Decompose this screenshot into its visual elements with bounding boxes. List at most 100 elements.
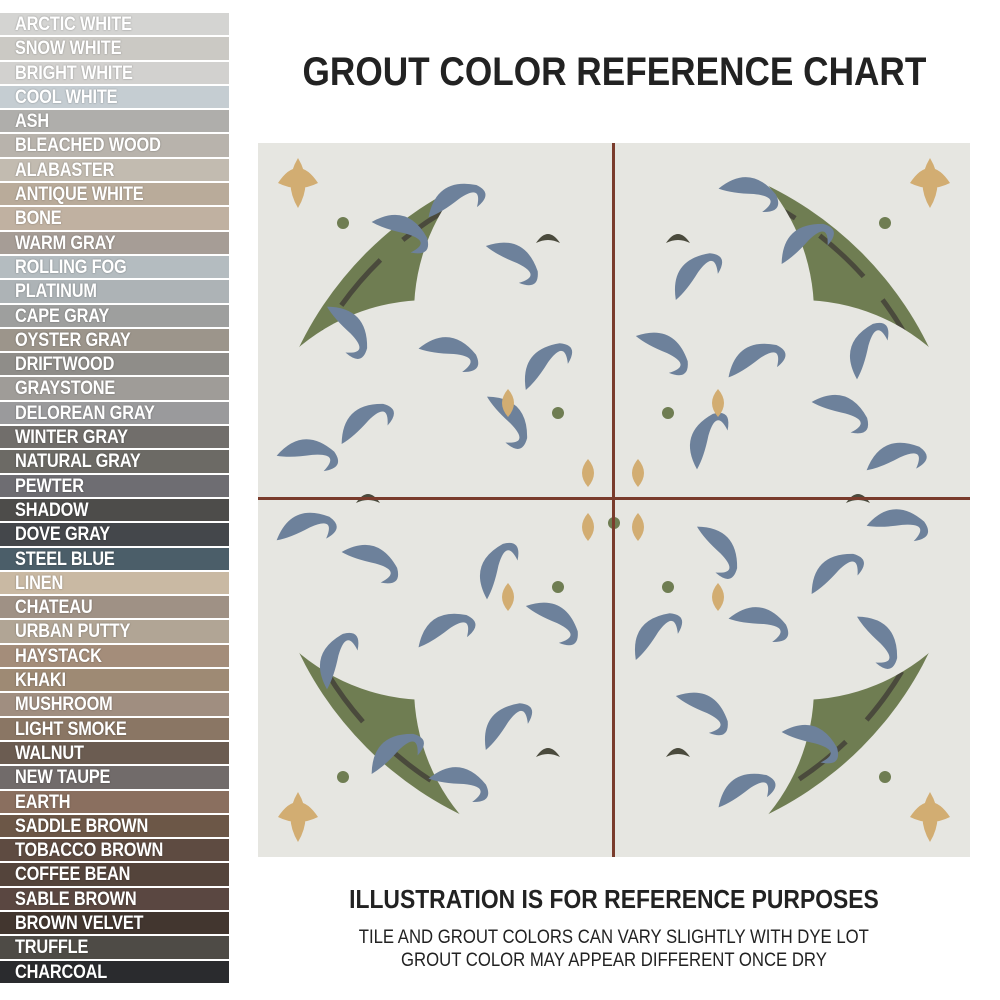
blue-leaf-motif: [728, 607, 789, 642]
swatch-label: DRIFTWOOD: [15, 354, 115, 376]
swatch-label: HAYSTACK: [15, 645, 102, 667]
blue-leaf-motif: [781, 223, 834, 264]
gold-corner-motif: [290, 158, 306, 208]
grout-swatch: CHATEAU: [0, 596, 229, 619]
swatch-label: ROLLING FOG: [15, 256, 127, 278]
grout-swatch: NATURAL GRAY: [0, 450, 229, 473]
blue-leaf-motif: [674, 253, 723, 300]
green-dot: [337, 217, 349, 229]
swatch-label: COFFEE BEAN: [15, 864, 131, 886]
swatch-label: CAPE GRAY: [15, 305, 110, 327]
gold-corner-motif: [290, 792, 306, 842]
swatch-label: WINTER GRAY: [15, 427, 128, 449]
swatch-label: MUSHROOM: [15, 694, 113, 716]
blue-leaf-motif: [857, 616, 898, 669]
dark-leaf-motif: [536, 234, 560, 243]
grout-swatch: ANTIQUE WHITE: [0, 183, 229, 206]
grout-swatch: CHARCOAL: [0, 960, 229, 983]
green-dot: [662, 581, 674, 593]
grout-swatch: COFFEE BEAN: [0, 863, 229, 886]
blue-leaf-motif: [418, 613, 476, 648]
blue-leaf-motif: [371, 214, 429, 254]
grout-swatch: GRAYSTONE: [0, 377, 229, 400]
gold-corner-motif: [922, 792, 938, 842]
green-dot: [662, 407, 674, 419]
swatch-label: CHARCOAL: [15, 961, 108, 983]
gold-fleur-motif: [502, 583, 514, 611]
swatch-label: EARTH: [15, 791, 71, 813]
blue-leaf-motif: [718, 773, 776, 808]
swatch-label: ARCTIC WHITE: [15, 14, 132, 35]
grout-swatch: BONE: [0, 207, 229, 230]
title-text: GROUT COLOR REFERENCE CHART: [302, 50, 926, 94]
grout-swatch-list: ARCTIC WHITE SNOW WHITE BRIGHT WHITE COOL W…: [0, 13, 229, 985]
blue-leaf-motif: [319, 632, 359, 690]
blue-leaf-motif: [485, 242, 538, 286]
swatch-label: NATURAL GRAY: [15, 451, 141, 473]
blue-leaf-motif: [327, 306, 368, 359]
swatch-label: PEWTER: [15, 475, 84, 497]
blue-leaf-motif: [675, 692, 728, 736]
blue-leaf-motif: [781, 724, 839, 764]
grout-swatch: WARM GRAY: [0, 231, 229, 254]
blue-leaf-motif: [811, 394, 869, 434]
blue-leaf-motif: [418, 337, 479, 372]
swatch-label: BONE: [15, 208, 62, 230]
gold-fleur-motif: [632, 459, 644, 487]
blue-leaf-motif: [479, 542, 519, 600]
swatch-label: TOBACCO BROWN: [15, 840, 164, 862]
dark-leaf-motif: [536, 748, 560, 757]
blue-leaf-motif: [635, 332, 688, 376]
swatch-label: ANTIQUE WHITE: [15, 184, 144, 206]
blue-leaf-motif: [276, 439, 339, 472]
swatch-label: SABLE BROWN: [15, 888, 137, 910]
grout-swatch: DRIFTWOOD: [0, 353, 229, 376]
gold-corner-motif: [922, 158, 938, 208]
blue-leaf-motif: [524, 343, 573, 390]
grout-swatch: PLATINUM: [0, 280, 229, 303]
swatch-label: WALNUT: [15, 742, 84, 764]
gold-fleur-motif: [582, 459, 594, 487]
swatch-label: DOVE GRAY: [15, 524, 111, 546]
blue-leaf-motif: [634, 613, 683, 660]
grout-swatch: ARCTIC WHITE: [0, 13, 229, 36]
dark-leaf-motif: [666, 234, 690, 243]
tile-illustration: [258, 143, 970, 857]
swatch-label: GRAYSTONE: [15, 378, 116, 400]
note-heading-text: ILLUSTRATION IS FOR REFERENCE PURPOSES: [349, 884, 879, 914]
grout-swatch: ALABASTER: [0, 158, 229, 182]
grout-swatch: ROLLING FOG: [0, 255, 229, 279]
grout-swatch: EARTH: [0, 790, 229, 813]
green-dot: [552, 407, 564, 419]
grout-swatch: SNOW WHITE: [0, 37, 229, 60]
grout-swatch: DOVE GRAY: [0, 523, 229, 546]
blue-leaf-motif: [276, 512, 337, 541]
swatch-label: URBAN PUTTY: [15, 621, 131, 643]
reference-note-line2: GROUT COLOR MAY APPEAR DIFFERENT ONCE DR…: [258, 950, 970, 972]
grout-swatch: ASH: [0, 110, 229, 133]
blue-leaf-motif: [697, 526, 738, 579]
swatch-label: WARM GRAY: [15, 232, 116, 254]
swatch-label: OYSTER GRAY: [15, 329, 131, 351]
blue-leaf-motif: [866, 509, 929, 542]
swatch-label: DELOREAN GRAY: [15, 402, 155, 424]
blue-leaf-motif: [849, 322, 889, 380]
blue-leaf-motif: [428, 183, 486, 218]
swatch-label: SNOW WHITE: [15, 38, 122, 60]
note-line1-text: TILE AND GROUT COLORS CAN VARY SLIGHTLY …: [358, 927, 870, 948]
grout-swatch: LINEN: [0, 571, 229, 595]
swatch-label: COOL WHITE: [15, 86, 118, 108]
grout-swatch: SHADOW: [0, 498, 229, 522]
blue-leaf-motif: [341, 544, 399, 584]
swatch-label: BLEACHED WOOD: [15, 135, 161, 157]
grout-swatch: NEW TAUPE: [0, 766, 229, 789]
dark-leaf-motif: [666, 748, 690, 757]
note-line2-text: GROUT COLOR MAY APPEAR DIFFERENT ONCE DR…: [401, 950, 827, 971]
swatch-label: SHADOW: [15, 499, 89, 521]
swatch-label: ASH: [15, 111, 49, 133]
grout-swatch: BRIGHT WHITE: [0, 61, 229, 84]
grout-swatch: TRUFFLE: [0, 936, 229, 959]
grout-swatch: MUSHROOM: [0, 693, 229, 716]
swatch-label: TRUFFLE: [15, 937, 89, 959]
grout-swatch: HAYSTACK: [0, 644, 229, 668]
